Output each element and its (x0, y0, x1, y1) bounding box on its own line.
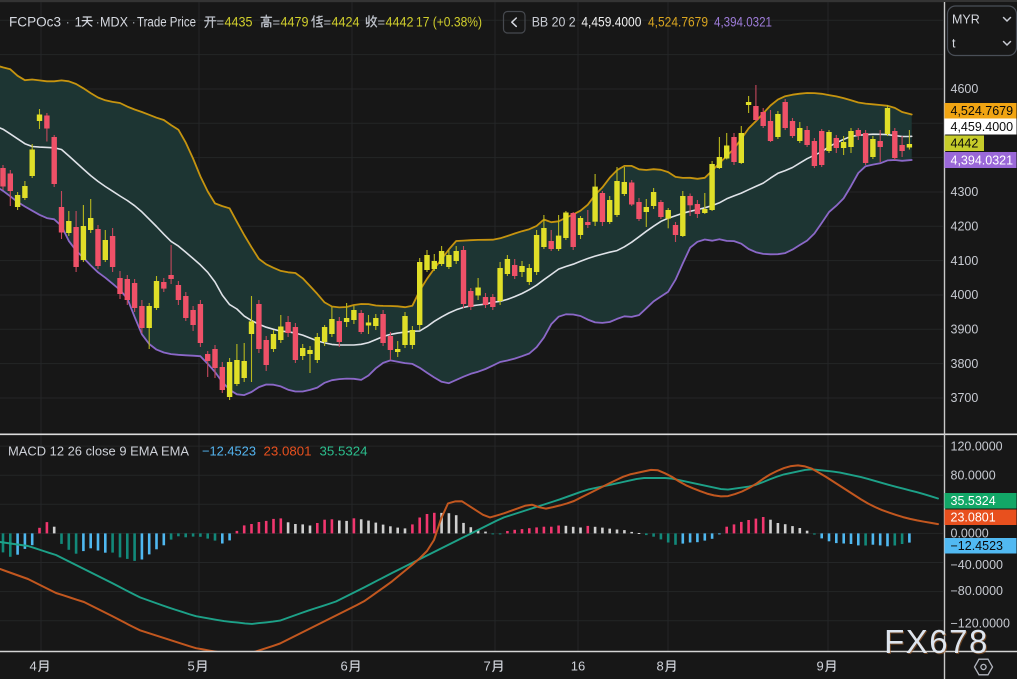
svg-text:0.0000: 0.0000 (951, 527, 989, 541)
svg-text:5: 5 (188, 659, 195, 674)
svg-text:FCPOc3: FCPOc3 (9, 15, 61, 30)
svg-text:FX678: FX678 (885, 624, 990, 661)
svg-text:35.5324: 35.5324 (320, 444, 368, 459)
svg-text:4,459.4000: 4,459.4000 (951, 120, 1014, 134)
svg-text:=: = (273, 15, 281, 30)
svg-text:6: 6 (341, 659, 348, 674)
svg-text:4,394.0321: 4,394.0321 (714, 15, 772, 30)
svg-text:MYR: MYR (952, 13, 980, 27)
svg-text:·: · (66, 15, 70, 30)
svg-text:−120.0000: −120.0000 (951, 617, 1010, 631)
svg-text:23.0801: 23.0801 (951, 511, 996, 525)
svg-text:−80.0000: −80.0000 (951, 584, 1004, 598)
svg-text:23.0801: 23.0801 (264, 444, 312, 459)
svg-text:MACD 12 26 close 9 EMA EMA: MACD 12 26 close 9 EMA EMA (8, 444, 189, 459)
svg-text:120.0000: 120.0000 (951, 439, 1003, 453)
svg-text:−12.4523: −12.4523 (202, 444, 256, 459)
svg-text:4000: 4000 (951, 288, 979, 302)
svg-text:4479: 4479 (281, 15, 309, 30)
svg-text:3700: 3700 (951, 391, 979, 405)
svg-text:4442: 4442 (951, 137, 979, 151)
svg-text:16: 16 (571, 659, 585, 674)
svg-text:4,459.4000: 4,459.4000 (581, 15, 641, 30)
svg-text:·: · (132, 15, 136, 30)
svg-text:4435: 4435 (225, 15, 253, 30)
svg-text:FX678: FX678 (884, 623, 989, 660)
svg-text:4: 4 (30, 659, 37, 674)
svg-text:80.0000: 80.0000 (951, 468, 996, 482)
svg-text:·: · (96, 15, 100, 30)
svg-text:=: = (324, 15, 332, 30)
svg-text:3900: 3900 (951, 323, 979, 337)
svg-text:4,524.7679: 4,524.7679 (951, 104, 1014, 118)
svg-text:=: = (378, 15, 386, 30)
svg-text:BB 20 2: BB 20 2 (532, 15, 576, 30)
svg-text:MDX: MDX (100, 15, 128, 30)
svg-text:4300: 4300 (951, 185, 979, 199)
svg-text:35.5324: 35.5324 (951, 494, 996, 508)
svg-text:4442: 4442 (386, 15, 414, 30)
svg-text:1: 1 (75, 15, 83, 30)
svg-text:−40.0000: −40.0000 (951, 558, 1004, 572)
svg-text:4200: 4200 (951, 220, 979, 234)
svg-text:7: 7 (484, 659, 491, 674)
svg-text:9: 9 (817, 659, 824, 674)
svg-text:4424: 4424 (332, 15, 360, 30)
svg-text:4,524.7679: 4,524.7679 (648, 15, 708, 30)
svg-text:=: = (217, 15, 225, 30)
svg-text:Trade Price: Trade Price (137, 15, 196, 30)
svg-text:−12.4523: −12.4523 (951, 539, 1004, 553)
svg-text:4,394.0321: 4,394.0321 (951, 153, 1014, 167)
svg-text:8: 8 (657, 659, 664, 674)
svg-text:t: t (952, 37, 956, 51)
svg-text:4600: 4600 (951, 82, 979, 96)
svg-text:4100: 4100 (951, 254, 979, 268)
svg-text:17 (+0.38%): 17 (+0.38%) (416, 15, 482, 30)
svg-text:3800: 3800 (951, 357, 979, 371)
